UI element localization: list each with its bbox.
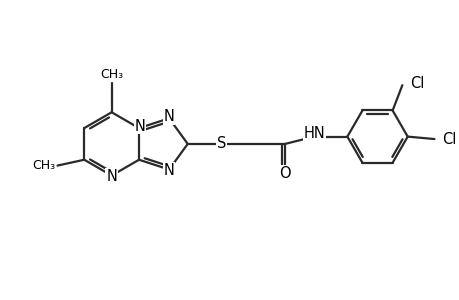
Text: Cl: Cl — [409, 76, 424, 91]
Text: N: N — [163, 163, 174, 178]
Text: N: N — [134, 119, 145, 134]
Text: S: S — [217, 136, 226, 152]
Text: HN: HN — [303, 126, 325, 141]
Text: N: N — [163, 109, 174, 124]
Text: CH₃: CH₃ — [32, 159, 55, 172]
Text: O: O — [279, 166, 290, 181]
Text: Cl: Cl — [441, 131, 456, 146]
Text: CH₃: CH₃ — [100, 68, 123, 81]
Text: N: N — [106, 169, 117, 184]
